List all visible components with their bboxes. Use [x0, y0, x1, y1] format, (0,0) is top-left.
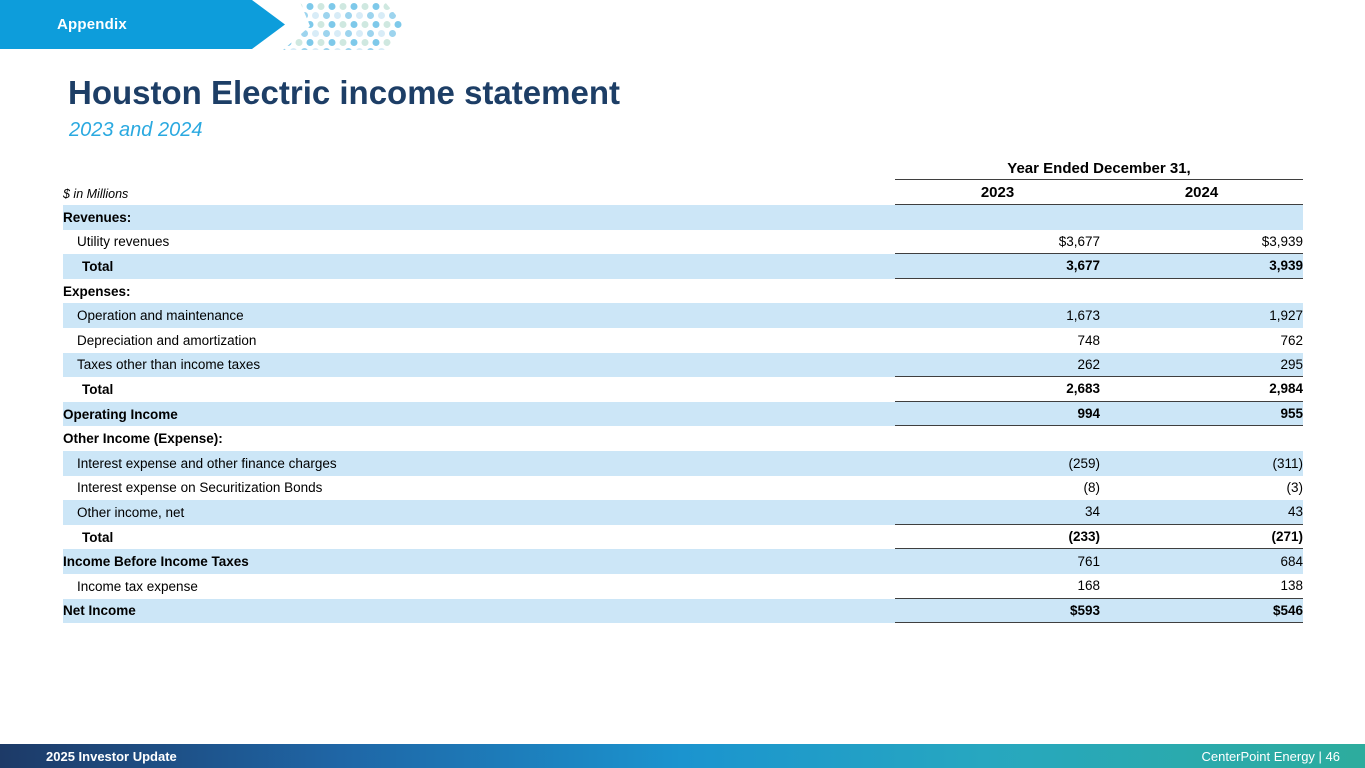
row-label: Operating Income [63, 406, 178, 422]
value-2024: 2,984 [1269, 381, 1303, 397]
value-2023: 1,673 [1066, 308, 1100, 324]
table-row: Interest expense on Securitization Bonds… [63, 476, 1303, 501]
table-row: Revenues: [63, 205, 1303, 230]
value-2023: 3,677 [1066, 258, 1100, 274]
row-values: 994 955 [895, 402, 1303, 427]
row-values: $3,677 $3,939 [895, 230, 1303, 255]
page-subtitle: 2023 and 2024 [69, 119, 203, 141]
row-values: 1,673 1,927 [895, 303, 1303, 328]
row-values: 2,683 2,984 [895, 377, 1303, 402]
table-body: Revenues: Utility revenues $3,677 $3,939 Tot… [63, 205, 1303, 624]
value-2023: $593 [1069, 602, 1100, 618]
value-2024: 1,927 [1269, 308, 1303, 324]
value-2024: $546 [1272, 602, 1303, 618]
value-2023: 262 [1077, 356, 1100, 372]
column-header-2023: 2023 [980, 184, 1015, 201]
value-2024: 955 [1280, 406, 1303, 422]
row-values [895, 205, 1303, 230]
dots-pattern-decoration [283, 2, 405, 50]
period-header: Year Ended December 31, [895, 157, 1303, 180]
value-2024: 684 [1280, 554, 1303, 570]
row-values: $593 $546 [895, 599, 1303, 624]
value-2024: 138 [1280, 578, 1303, 594]
row-label: Revenues: [63, 209, 132, 225]
row-label: Depreciation and amortization [77, 332, 257, 348]
row-values: (259) (311) [895, 451, 1303, 476]
value-2023: 748 [1077, 332, 1100, 348]
row-values: (8) (3) [895, 476, 1304, 501]
row-label: Other income, net [77, 504, 185, 520]
row-label: Utility revenues [77, 234, 170, 250]
column-header-2024: 2024 [1184, 184, 1219, 201]
value-2024: 3,939 [1269, 258, 1303, 274]
row-label: Net Income [63, 603, 136, 619]
table-row: Net Income $593 $546 [63, 598, 1303, 624]
value-2023: (259) [1068, 455, 1100, 471]
value-2023: 2,683 [1066, 381, 1100, 397]
table-row: Income Before Income Taxes 761 684 [63, 549, 1303, 574]
row-values: 34 43 [895, 500, 1303, 525]
row-label: Interest expense and other finance charg… [77, 455, 337, 471]
row-label: Interest expense on Securitization Bonds [77, 480, 323, 496]
value-2023: (233) [1068, 529, 1100, 545]
row-values [895, 426, 1303, 451]
row-label: Income Before Income Taxes [63, 554, 249, 570]
table-row: Other income, net 34 43 [63, 500, 1303, 525]
value-2024: 295 [1280, 356, 1303, 372]
value-2023: 34 [1084, 504, 1100, 520]
value-2023: 994 [1077, 406, 1100, 422]
footer-left-label: 2025 Investor Update [46, 748, 177, 764]
banner-label: Appendix [57, 16, 127, 33]
table-row: Expenses: [63, 279, 1303, 304]
income-statement-table: Year Ended December 31, $ in Millions 20… [63, 157, 1303, 624]
row-values: 761 684 [895, 549, 1303, 574]
row-label: Income tax expense [77, 578, 198, 594]
units-label: $ in Millions [63, 187, 129, 201]
table-row: Total 3,677 3,939 [63, 254, 1303, 279]
row-label: Expenses: [63, 283, 131, 299]
table-row: Utility revenues $3,677 $3,939 [63, 230, 1303, 255]
row-label: Operation and maintenance [77, 308, 244, 324]
table-row: Depreciation and amortization 748 762 [63, 328, 1303, 353]
row-label: Total [82, 529, 114, 545]
value-2024: (3) [1286, 480, 1304, 496]
value-2024: 43 [1287, 504, 1303, 520]
appendix-banner: Appendix [0, 0, 285, 49]
row-values: 3,677 3,939 [895, 254, 1303, 279]
value-2024: $3,939 [1261, 233, 1303, 249]
row-label: Other Income (Expense): [63, 431, 223, 447]
table-row: Other Income (Expense): [63, 426, 1303, 451]
row-values: 262 295 [895, 353, 1303, 378]
year-columns: 2023 2024 [895, 180, 1303, 205]
value-2023: (8) [1083, 480, 1101, 496]
footer-bar: 2025 Investor Update CenterPoint Energy … [0, 744, 1365, 768]
table-row: Total (233) (271) [63, 525, 1303, 550]
row-label: Total [82, 258, 114, 274]
table-row: Operation and maintenance 1,673 1,927 [63, 303, 1303, 328]
page-title: Houston Electric income statement [68, 74, 620, 111]
row-values: (233) (271) [895, 525, 1303, 550]
value-2024: (271) [1271, 529, 1303, 545]
value-2024: 762 [1280, 332, 1303, 348]
row-label: Total [82, 381, 114, 397]
row-label: Taxes other than income taxes [77, 357, 261, 373]
table-row: Total 2,683 2,984 [63, 377, 1303, 402]
row-values: 748 762 [895, 328, 1303, 353]
table-row: Operating Income 994 955 [63, 401, 1303, 427]
row-values: 168 138 [895, 574, 1303, 599]
table-period-header-row: Year Ended December 31, [63, 157, 1303, 180]
value-2023: 168 [1077, 578, 1100, 594]
table-row: Taxes other than income taxes 262 295 [63, 352, 1303, 378]
footer-right-label: CenterPoint Energy | 46 [1201, 748, 1340, 764]
table-column-header-row: $ in Millions 2023 2024 [63, 180, 1303, 205]
value-2023: $3,677 [1058, 233, 1100, 249]
header-spacer [63, 157, 895, 180]
table-row: Income tax expense 168 138 [63, 574, 1303, 599]
table-row: Interest expense and other finance charg… [63, 450, 1303, 476]
value-2024: (311) [1272, 455, 1303, 471]
row-values [895, 279, 1303, 304]
value-2023: 761 [1077, 554, 1100, 570]
